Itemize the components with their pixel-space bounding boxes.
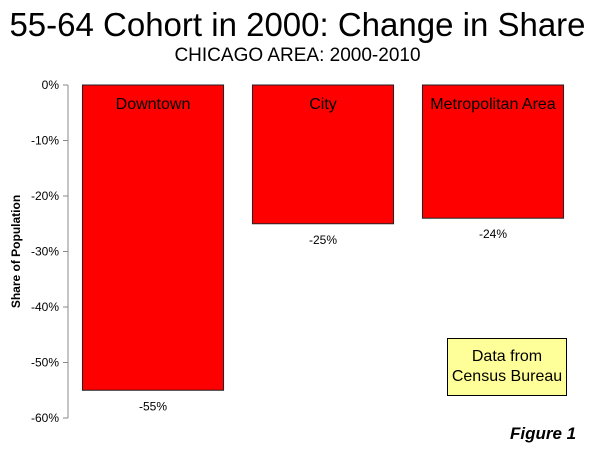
y-tick-label: -10% [31,134,59,148]
y-tick-label: -40% [31,300,59,314]
note-line-2: Census Bureau [451,368,563,385]
figure-label: Figure 1 [510,424,577,443]
bar-city [251,84,395,225]
category-label: Metropolitan Area [430,96,556,113]
y-axis-title: Share of Population [9,195,23,308]
data-label: -55% [139,399,167,413]
y-tick-label: -60% [31,411,59,425]
data-label: -24% [479,227,507,241]
y-tick-label: -30% [31,245,59,259]
y-tick-label: -20% [31,189,59,203]
category-label: City [309,96,337,113]
note-line-1: Data from [471,348,543,365]
bar-metropolitan-area [421,84,565,219]
chart-subtitle: CHICAGO AREA: 2000-2010 [174,45,421,66]
y-tick-label: -50% [31,356,59,370]
bar-downtown [81,84,225,391]
category-label: Downtown [116,96,191,113]
data-source-note: Data from Census Bureau [447,338,567,396]
chart-title: 55-64 Cohort in 2000: Change in Share [9,6,586,43]
data-label: -25% [309,233,337,247]
y-tick-label: 0% [42,78,60,92]
